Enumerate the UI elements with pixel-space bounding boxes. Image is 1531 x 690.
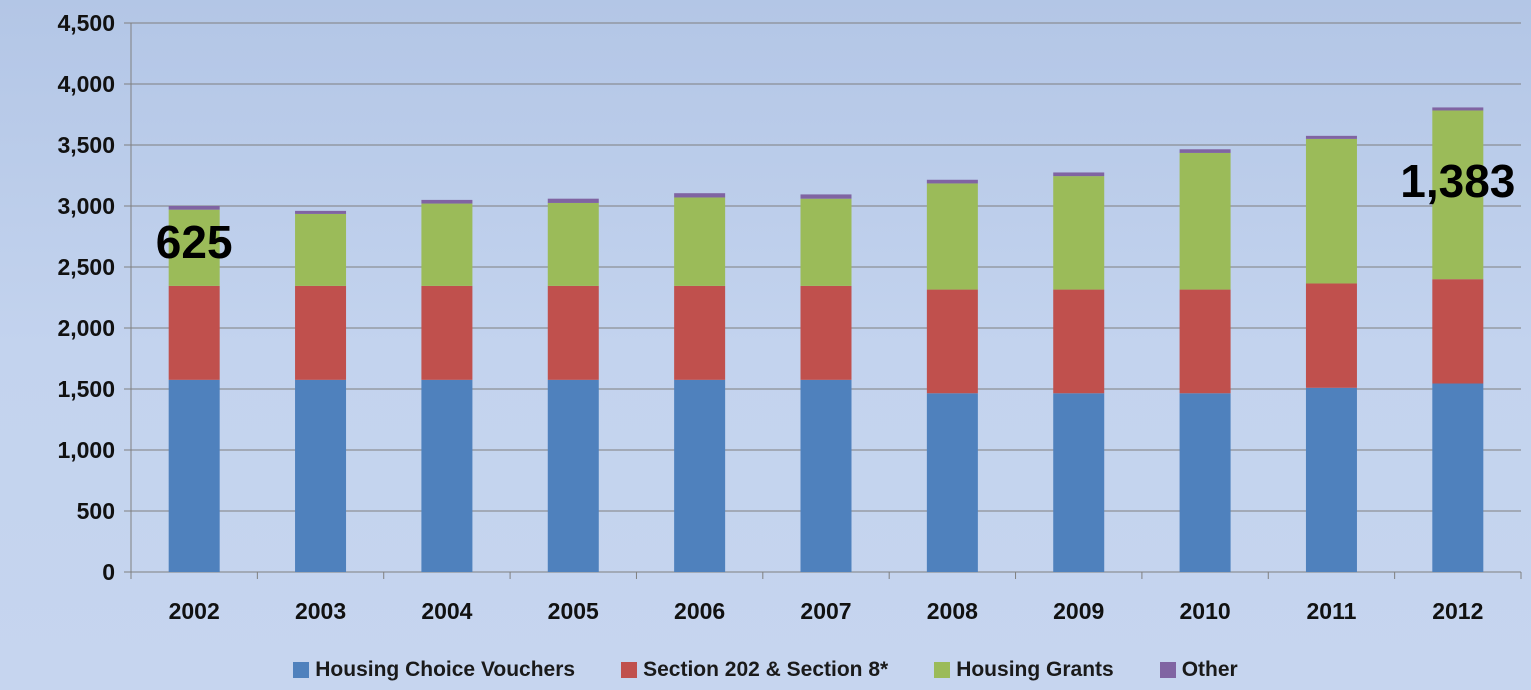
- bar-segment: [1305, 138, 1357, 284]
- bar-segment: [674, 193, 726, 198]
- bar-segment: [926, 393, 978, 572]
- bar-segment: [1305, 283, 1357, 388]
- bar-segment: [926, 179, 978, 184]
- bar-segment: [800, 285, 852, 380]
- legend-swatch: [934, 662, 951, 678]
- bar-segment: [1432, 110, 1484, 280]
- bar-segment: [1053, 172, 1105, 177]
- x-tick-label: 2009: [1053, 598, 1104, 624]
- bar-segment: [1432, 107, 1484, 111]
- y-tick-label: 3,000: [57, 193, 115, 219]
- bar-segment: [1179, 152, 1231, 290]
- y-tick-label: 1,500: [57, 376, 115, 402]
- bar-segment: [295, 285, 347, 380]
- legend-label: Section 202 & Section 8*: [643, 658, 889, 681]
- bar-segment: [547, 379, 599, 572]
- bar-segment: [926, 183, 978, 290]
- bar-segment: [1432, 383, 1484, 572]
- bar-segment: [547, 285, 599, 380]
- bar-segment: [1305, 135, 1357, 139]
- bar-segment: [168, 379, 220, 572]
- x-tick-label: 2011: [1307, 598, 1357, 624]
- bar-segment: [674, 285, 726, 380]
- legend: Housing Choice Vouchers Section 202 & Sec…: [0, 655, 1531, 685]
- bar-segment: [421, 379, 473, 572]
- y-tick-label: 2,000: [57, 315, 115, 341]
- bar-segment: [1053, 393, 1105, 572]
- bar-segment: [547, 202, 599, 286]
- legend-label: Housing Grants: [956, 658, 1114, 681]
- x-tick-label: 2003: [295, 598, 346, 624]
- x-tick-label: 2008: [927, 598, 978, 624]
- legend-item: Other: [1159, 658, 1238, 682]
- y-tick-label: 4,000: [57, 71, 115, 97]
- bar-segment: [1053, 289, 1105, 394]
- legend-label: Housing Choice Vouchers: [315, 658, 576, 681]
- y-tick-label: 3,500: [57, 132, 115, 158]
- bar-segment: [295, 213, 347, 286]
- y-tick-label: 0: [102, 559, 115, 585]
- x-tick-label: 2005: [548, 598, 599, 624]
- bar-segment: [421, 285, 473, 380]
- bar-segment: [421, 203, 473, 286]
- x-tick-label: 2012: [1432, 598, 1483, 624]
- legend-item: Section 202 & Section 8*: [621, 658, 888, 682]
- legend-item: Housing Choice Vouchers: [293, 658, 575, 682]
- bar-segment: [1053, 176, 1105, 290]
- x-tick-label: 2007: [800, 598, 851, 624]
- bar-segment: [421, 199, 473, 204]
- y-tick-label: 4,500: [57, 10, 115, 36]
- legend-swatch: [293, 662, 310, 678]
- y-tick-label: 2,500: [57, 254, 115, 280]
- legend-item: Housing Grants: [934, 658, 1114, 682]
- chart-svg: 0 500 1,000 1,500 2,000 2,500 3,000 3,500 4,000 4…: [57, 10, 1522, 624]
- bar-segment: [926, 289, 978, 394]
- bar-segment: [800, 379, 852, 572]
- bar-segment: [168, 285, 220, 380]
- bar-segment: [1179, 149, 1231, 153]
- bar-segment: [800, 198, 852, 286]
- annotation-label: 625: [156, 216, 233, 268]
- legend-swatch: [621, 662, 638, 678]
- bar-segment: [1179, 393, 1231, 572]
- bar-segment: [168, 206, 220, 210]
- bar-segment: [674, 379, 726, 572]
- bar-segment: [1432, 279, 1484, 384]
- x-tick-label: 2004: [421, 598, 472, 624]
- legend-swatch: [1159, 662, 1176, 678]
- x-tick-label: 2006: [674, 598, 725, 624]
- bar-segment: [295, 210, 347, 214]
- y-tick-label: 500: [77, 498, 115, 524]
- bar-segment: [1305, 387, 1357, 572]
- x-tick-label: 2010: [1180, 598, 1231, 624]
- x-tick-label: 2002: [169, 598, 220, 624]
- y-tick-label: 1,000: [57, 437, 115, 463]
- annotation-label: 1,383: [1400, 155, 1515, 207]
- bar-segment: [800, 194, 852, 199]
- bar-segment: [295, 379, 347, 572]
- bar-segment: [1179, 289, 1231, 394]
- legend-label: Other: [1181, 658, 1238, 681]
- bar-segment: [168, 209, 220, 286]
- bar-segment: [674, 197, 726, 286]
- bar-segment: [547, 198, 599, 203]
